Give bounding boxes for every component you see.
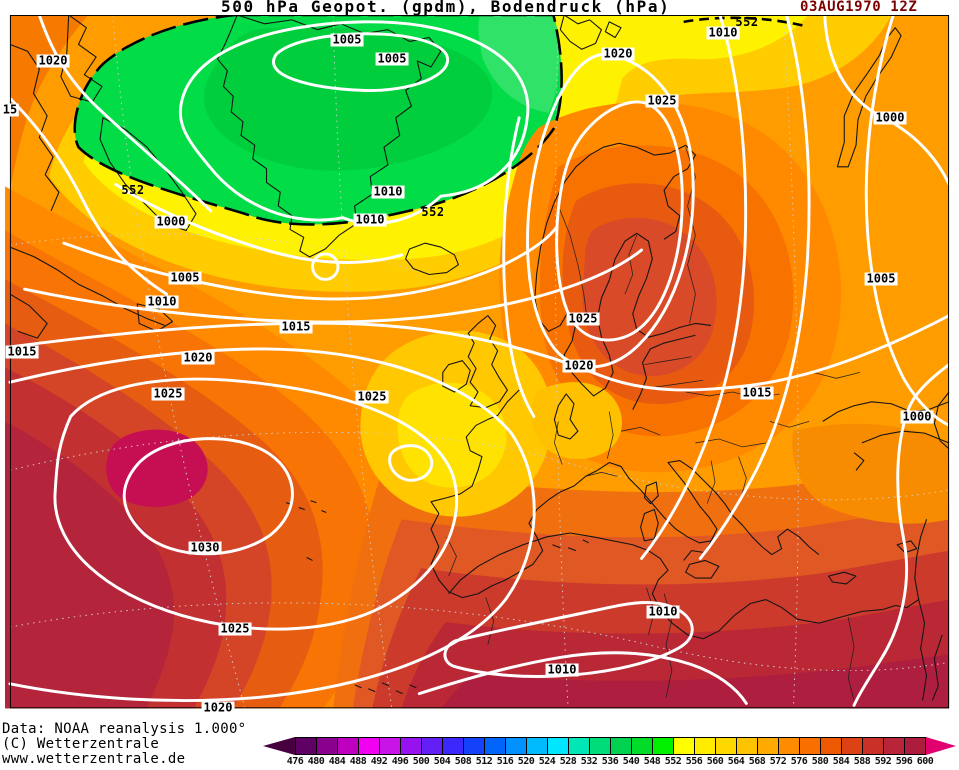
- colorbar-tick-label: 548: [643, 756, 661, 767]
- colorbar-box: [674, 738, 695, 754]
- colorbar-tick-label: 556: [685, 756, 703, 767]
- colorbar-box: [821, 738, 842, 754]
- colorbar-ticks: 476 480 484 488 492 496 500 504 508 512 516 520 524 5…: [0, 756, 959, 768]
- page-title: 500 hPa Geopot. (gpdm), Bodendruck (hPa): [221, 0, 671, 16]
- colorbar-box: [527, 738, 548, 754]
- map-timestamp: 03AUG1970 12Z: [800, 0, 918, 15]
- weather-map: 1020 15 1000 1005 1010 1015 1015 1020 1025 1005 10…: [0, 15, 959, 723]
- colorbar-tick-label: 520: [517, 756, 535, 767]
- colorbar-tick-label: 492: [370, 756, 388, 767]
- colorbar-tick-label: 524: [538, 756, 556, 767]
- colorbar-tick-label: 552: [664, 756, 682, 767]
- colorbar-boxes: [295, 737, 926, 755]
- colorbar-box: [653, 738, 674, 754]
- colorbar-box: [716, 738, 737, 754]
- colorbar-box: [884, 738, 905, 754]
- colorbar-box: [737, 738, 758, 754]
- colorbar-box: [296, 738, 317, 754]
- colorbar-tick-label: 504: [433, 756, 451, 767]
- colorbar-tick-label: 588: [853, 756, 871, 767]
- data-source-note: Data: NOAA reanalysis 1.000°: [2, 721, 247, 737]
- colorbar-tick-label: 512: [475, 756, 493, 767]
- colorbar-tick-label: 580: [811, 756, 829, 767]
- colorbar-box: [380, 738, 401, 754]
- colorbar-box: [842, 738, 863, 754]
- colorbar-box: [695, 738, 716, 754]
- colorbar-tick-label: 540: [622, 756, 640, 767]
- colorbar-tick-label: 592: [874, 756, 892, 767]
- colorbar-box: [863, 738, 884, 754]
- colorbar-box: [401, 738, 422, 754]
- colorbar-right-arrow: [926, 737, 956, 755]
- colorbar-box: [590, 738, 611, 754]
- colorbar-tick-label: 572: [769, 756, 787, 767]
- colorbar-tick-label: 536: [601, 756, 619, 767]
- colorbar-tick-label: 476: [286, 756, 304, 767]
- colorbar-box: [422, 738, 443, 754]
- colorbar-box: [548, 738, 569, 754]
- colorbar-tick-label: 600: [916, 756, 934, 767]
- colorbar-box: [443, 738, 464, 754]
- website-link: www.wetterzentrale.de: [2, 751, 186, 767]
- colorbar-tick-label: 584: [832, 756, 850, 767]
- copyright-note: (C) Wetterzentrale: [2, 736, 160, 752]
- colorbar-box: [611, 738, 632, 754]
- colorbar-box: [632, 738, 653, 754]
- height-contour-layer: [73, 15, 809, 226]
- colorbar-tick-label: 576: [790, 756, 808, 767]
- colorbar-box: [569, 738, 590, 754]
- colorbar-box: [359, 738, 380, 754]
- colorbar-box: [464, 738, 485, 754]
- map-border: [9, 15, 950, 709]
- colorbar-left-arrow: [263, 737, 295, 755]
- colorbar-box: [317, 738, 338, 754]
- colorbar-tick-label: 516: [496, 756, 514, 767]
- colorbar-tick-label: 488: [349, 756, 367, 767]
- isobar-layer: [8, 15, 951, 707]
- colorbar-tick-label: 528: [559, 756, 577, 767]
- colorbar-tick-label: 532: [580, 756, 598, 767]
- colorbar-tick-label: 596: [895, 756, 913, 767]
- weather-map-svg: [5, 15, 951, 709]
- colorbar-tick-label: 484: [328, 756, 346, 767]
- colorbar-box: [338, 738, 359, 754]
- colorbar-tick-label: 496: [391, 756, 409, 767]
- colorbar: [263, 737, 956, 755]
- colorbar-box: [905, 738, 925, 754]
- colorbar-box: [485, 738, 506, 754]
- colorbar-tick-label: 480: [307, 756, 325, 767]
- colorbar-tick-label: 508: [454, 756, 472, 767]
- colorbar-tick-label: 560: [706, 756, 724, 767]
- colorbar-tick-label: 500: [412, 756, 430, 767]
- colorbar-box: [800, 738, 821, 754]
- colorbar-tick-label: 568: [748, 756, 766, 767]
- colorbar-box: [506, 738, 527, 754]
- colorbar-box: [758, 738, 779, 754]
- colorbar-box: [779, 738, 800, 754]
- colorbar-tick-label: 564: [727, 756, 745, 767]
